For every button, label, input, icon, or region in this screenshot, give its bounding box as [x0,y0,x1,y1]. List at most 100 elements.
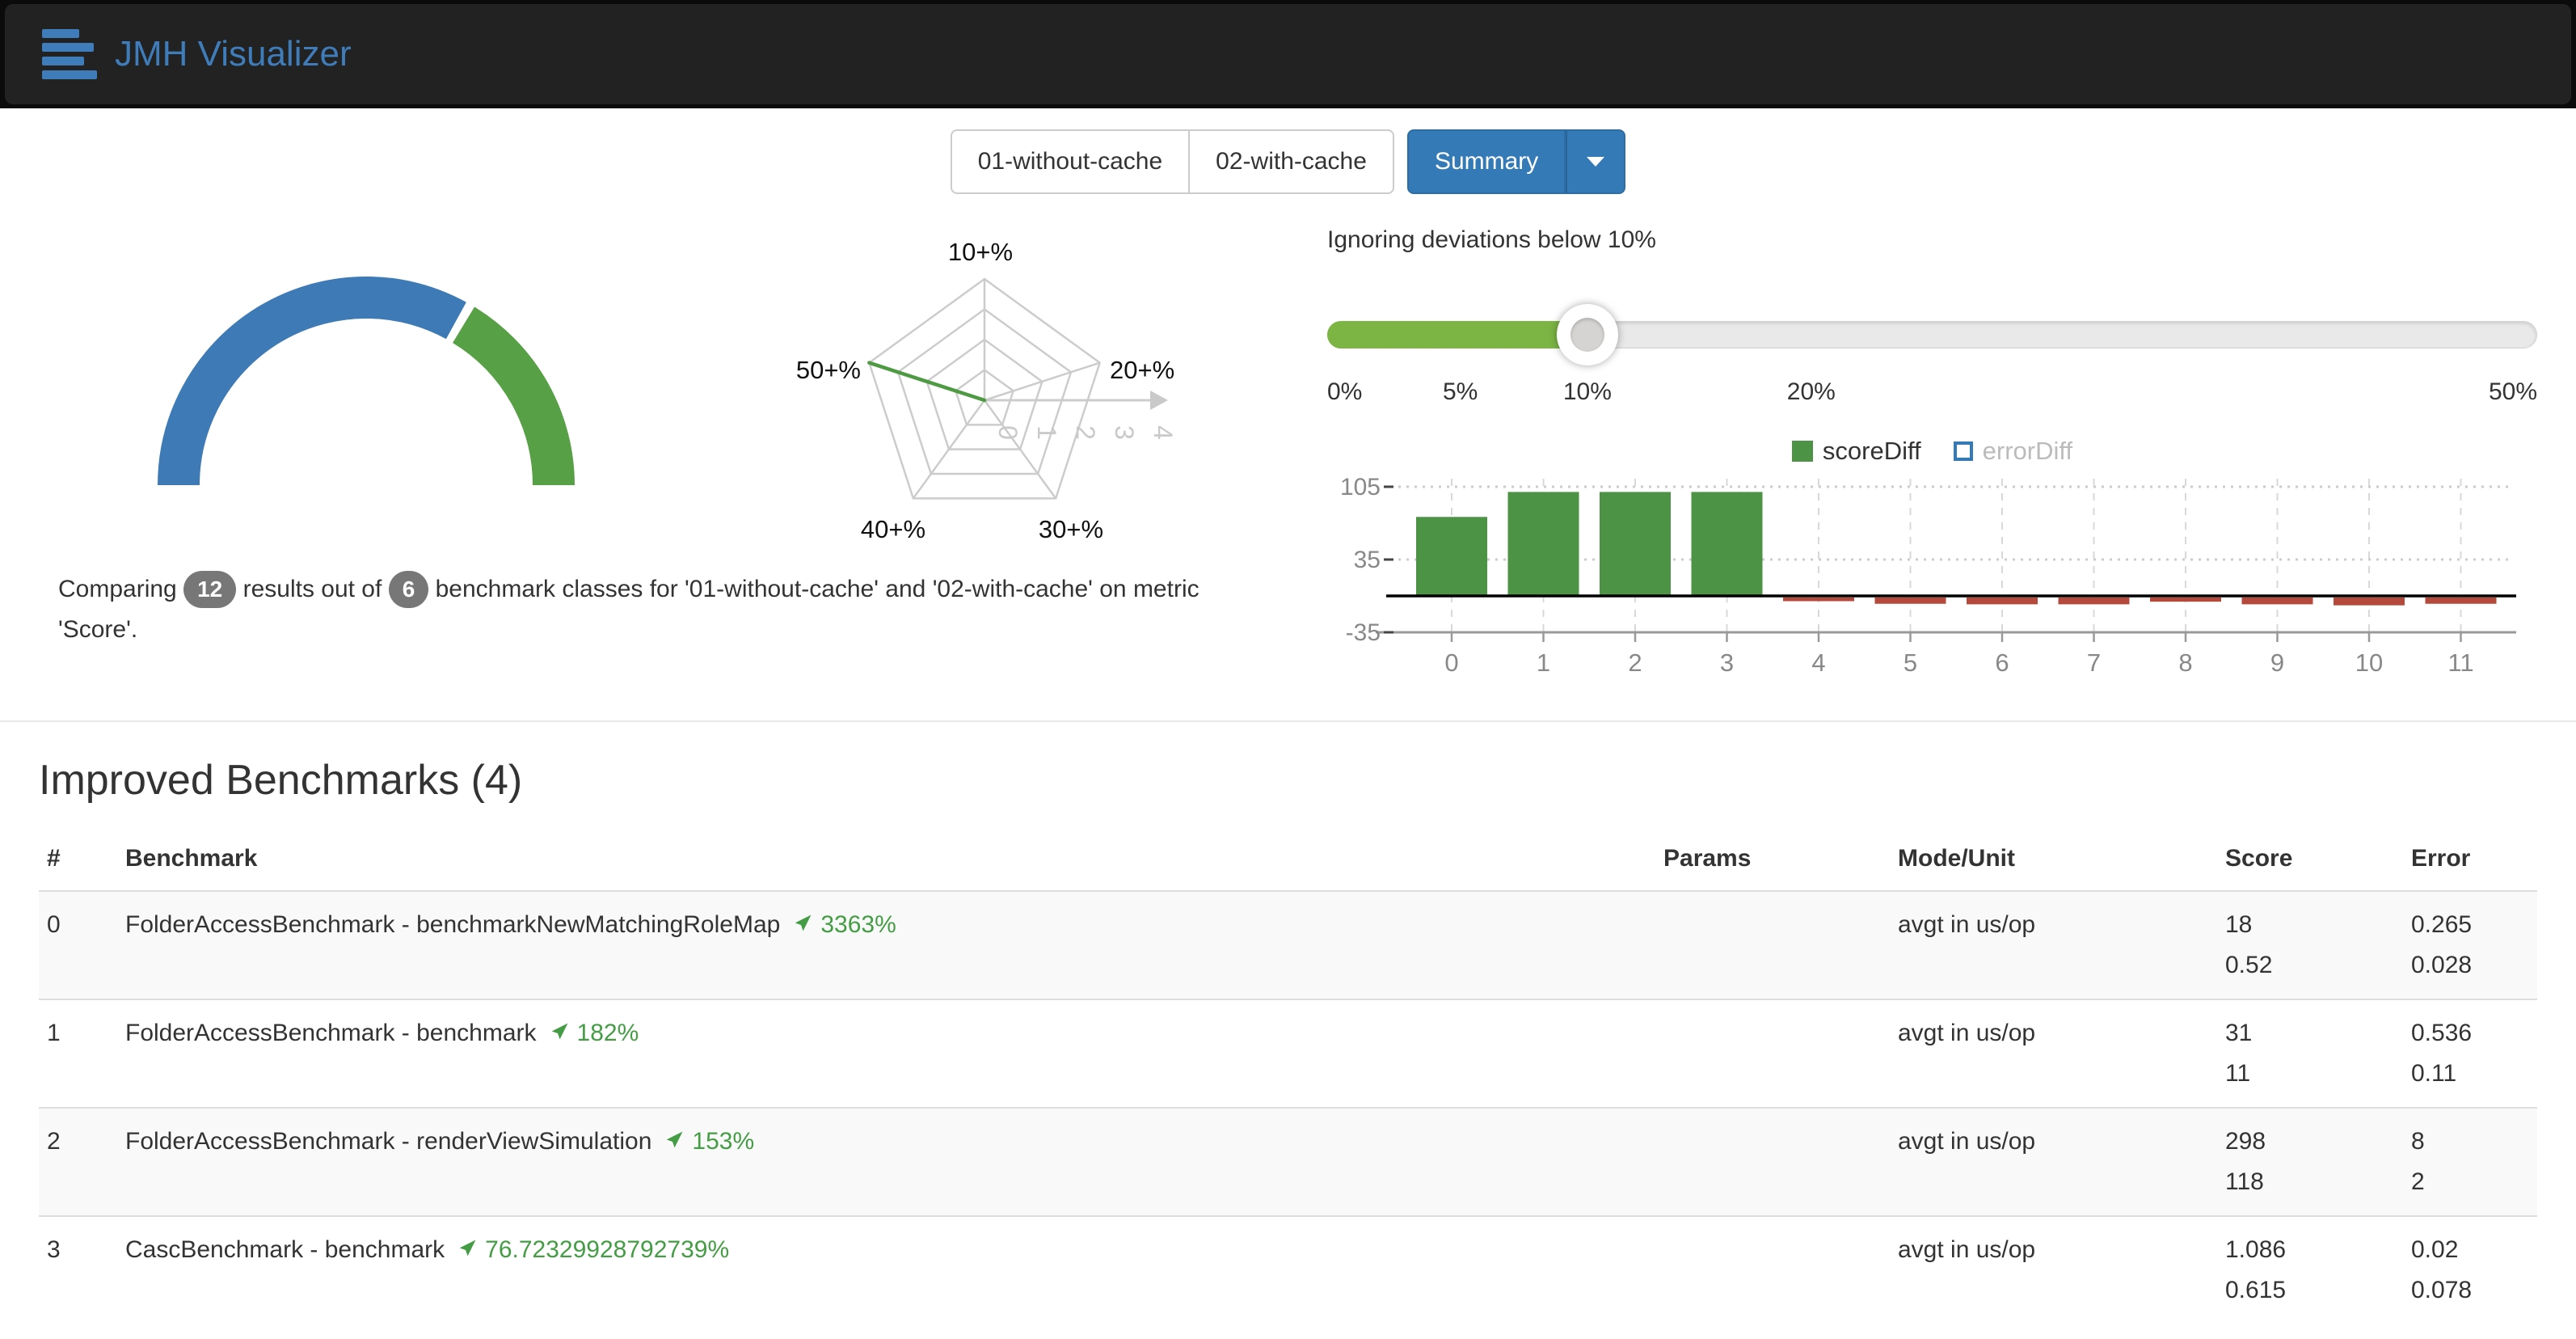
slider-tick-label: 20% [1786,378,1836,405]
radar-label-50: 50+% [796,356,861,384]
score-diff-bar [1874,598,1946,604]
brand-link[interactable]: JMH Visualizer [42,29,352,79]
score-line-1: 31 [2225,1020,2253,1046]
run-button-group: 01-without-cache 02-with-cache [950,129,1394,194]
mode-unit-cell: avgt in us/op [1891,999,2219,1108]
table-row[interactable]: 0 FolderAccessBenchmark - benchmarkNewMa… [39,890,2537,999]
scorediff-label: scoreDiff [1822,437,1921,465]
legend-item-errordiff[interactable]: errorDiff [1953,437,2072,466]
score-cell: 298 118 [2219,1107,2405,1216]
slider-tick-label: 5% [1442,378,1478,405]
trend-up-arrow-icon [551,1023,568,1040]
params-cell [1657,890,1891,999]
mode-unit-cell: avgt in us/op [1891,1215,2219,1324]
error-line-1: 0.265 [2411,911,2473,938]
params-cell [1657,1107,1891,1216]
bar-chart-x-labels: 0 1 2 3 4 5 6 7 8 9 10 11 [1444,648,2473,677]
run-button-01-without-cache[interactable]: 01-without-cache [950,129,1191,194]
summary-dropdown-toggle[interactable] [1566,129,1626,194]
benchmark-name: FolderAccessBenchmark - renderViewSimula… [125,1128,652,1155]
bar-x-tick-label: 9 [2270,648,2284,677]
y-tick-neg35: -35 [1346,619,1381,646]
score-diff-bar [2425,598,2497,604]
score-diff-bar [1783,598,1854,602]
row-index: 3 [39,1215,125,1324]
error-line-2: 0.078 [2411,1277,2473,1303]
summary-prefix: Comparing [58,576,177,602]
improvement-percent: 182% [576,1020,639,1046]
bar-x-tick-label: 10 [2355,648,2383,677]
bar-chart-logo-icon [42,29,97,79]
mode-unit-cell: avgt in us/op [1891,890,2219,999]
navbar: JMH Visualizer [5,4,2571,104]
bar-x-tick-label: 6 [1995,648,2009,677]
slider-handle[interactable] [1556,304,1618,365]
error-line-2: 0.11 [2411,1060,2457,1087]
benchmark-cell: CascBenchmark - benchmark 76.723299287927… [125,1215,1657,1324]
table-row[interactable]: 2 FolderAccessBenchmark - renderViewSimu… [39,1107,2537,1216]
error-cell: 0.02 0.078 [2405,1215,2537,1324]
bar-x-tick-label: 7 [2087,648,2101,677]
improved-benchmarks-section: Improved Benchmarks (4) # Benchmark Para… [0,756,2576,1324]
mode-unit-cell: avgt in us/op [1891,1107,2219,1216]
section-divider [0,720,2576,722]
navbar-outer: JMH Visualizer [0,0,2576,108]
slider-tick-labels: 0% 5% 10% 20% 50% [1327,378,2537,416]
score-line-1: 18 [2225,911,2253,938]
summary-suffix: benchmark classes for '01-without-cache'… [58,576,1199,643]
trend-up-arrow-icon [667,1131,683,1148]
summary-right-column: Ignoring deviations below 10% 0% 5% 10% 20%… [1327,226,2537,693]
row-index: 2 [39,1107,125,1216]
table-row[interactable]: 1 FolderAccessBenchmark - benchmark 182% … [39,999,2537,1108]
summary-button[interactable]: Summary [1406,129,1566,194]
error-cell: 8 2 [2405,1107,2537,1216]
radar-value-line [867,361,987,403]
score-diff-bar [2058,598,2130,605]
benchmark-cell: FolderAccessBenchmark - benchmark 182% [125,999,1657,1108]
deviation-slider [1327,304,2537,365]
score-diff-bar-chart: 105 35 -35 0 1 2 3 4 5 6 7 8 9 10 11 [1340,474,2516,677]
trend-up-arrow-icon [795,914,812,931]
radar-label-30: 30+% [1039,515,1103,543]
slider-fill [1327,321,1587,348]
scorediff-swatch-icon [1791,441,1813,462]
summary-middle: results out of [242,576,382,602]
header-error: Error [2405,835,2537,892]
error-line-1: 8 [2411,1128,2425,1155]
bar-x-tick-label: 4 [1811,648,1825,677]
error-cell: 0.265 0.028 [2405,890,2537,999]
y-tick-35: 35 [1354,547,1381,573]
error-cell: 0.536 0.11 [2405,999,2537,1108]
trend-up-arrow-icon [459,1240,476,1257]
score-line-2: 0.52 [2225,952,2273,978]
radar-tick-label: 4 [1149,425,1174,440]
score-diff-bar [1507,492,1579,596]
benchmark-cell: FolderAccessBenchmark - renderViewSimula… [125,1107,1657,1216]
summary-split-button: Summary [1406,129,1626,194]
section-title: Improved Benchmarks (4) [39,757,523,804]
score-diff-bar [1416,517,1487,596]
slider-tick-label: 50% [2488,378,2537,405]
score-line-2: 0.615 [2225,1277,2287,1303]
run-button-02-with-cache[interactable]: 02-with-cache [1188,129,1394,194]
bar-x-tick-label: 0 [1444,648,1458,677]
benchmark-cell: FolderAccessBenchmark - benchmarkNewMatc… [125,890,1657,999]
params-cell [1657,1215,1891,1324]
legend-item-scorediff[interactable]: scoreDiff [1791,437,1921,466]
bar-x-tick-label: 3 [1720,648,1734,677]
row-index: 0 [39,890,125,999]
table-header-row: # Benchmark Params Mode/Unit Score Error [39,835,2537,892]
score-cell: 1.086 0.615 [2219,1215,2405,1324]
deviation-slider-title: Ignoring deviations below 10% [1327,226,1656,253]
score-cell: 18 0.52 [2219,890,2405,999]
score-diff-bar [2334,598,2405,606]
score-cell: 31 11 [2219,999,2405,1108]
score-line-2: 11 [2225,1060,2251,1087]
slider-tick-label: 10% [1562,378,1612,405]
table-row[interactable]: 3 CascBenchmark - benchmark 76.7232992879… [39,1215,2537,1324]
bar-chart-axes [1376,485,2516,642]
benchmark-name: CascBenchmark - benchmark [125,1236,445,1263]
slider-tick-label: 0% [1327,378,1363,405]
improvement-percent: 153% [692,1128,755,1155]
